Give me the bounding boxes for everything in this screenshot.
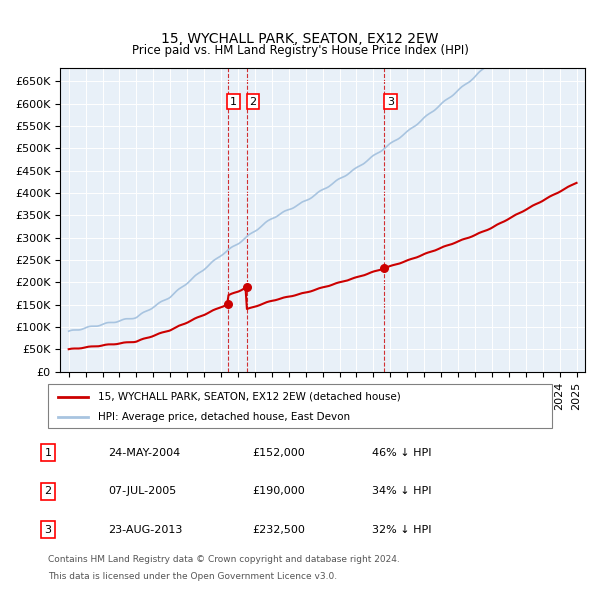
Text: 3: 3 xyxy=(387,97,394,107)
Text: £232,500: £232,500 xyxy=(252,525,305,535)
Text: This data is licensed under the Open Government Licence v3.0.: This data is licensed under the Open Gov… xyxy=(48,572,337,581)
Text: 32% ↓ HPI: 32% ↓ HPI xyxy=(372,525,431,535)
Text: 1: 1 xyxy=(230,97,237,107)
Text: 2: 2 xyxy=(250,97,256,107)
Text: 15, WYCHALL PARK, SEATON, EX12 2EW (detached house): 15, WYCHALL PARK, SEATON, EX12 2EW (deta… xyxy=(98,392,401,402)
Text: 23-AUG-2013: 23-AUG-2013 xyxy=(108,525,182,535)
Point xyxy=(379,263,389,273)
Point xyxy=(223,299,232,309)
Text: HPI: Average price, detached house, East Devon: HPI: Average price, detached house, East… xyxy=(98,412,350,422)
FancyBboxPatch shape xyxy=(48,384,552,428)
Text: Price paid vs. HM Land Registry's House Price Index (HPI): Price paid vs. HM Land Registry's House … xyxy=(131,44,469,57)
Text: 3: 3 xyxy=(44,525,52,535)
Text: 15, WYCHALL PARK, SEATON, EX12 2EW: 15, WYCHALL PARK, SEATON, EX12 2EW xyxy=(161,32,439,47)
Text: 24-MAY-2004: 24-MAY-2004 xyxy=(108,448,180,458)
Text: £190,000: £190,000 xyxy=(252,486,305,496)
Text: 34% ↓ HPI: 34% ↓ HPI xyxy=(372,486,431,496)
Text: 2: 2 xyxy=(44,486,52,496)
Text: 07-JUL-2005: 07-JUL-2005 xyxy=(108,486,176,496)
Text: 1: 1 xyxy=(44,448,52,458)
Text: Contains HM Land Registry data © Crown copyright and database right 2024.: Contains HM Land Registry data © Crown c… xyxy=(48,555,400,563)
Text: 46% ↓ HPI: 46% ↓ HPI xyxy=(372,448,431,458)
Text: £152,000: £152,000 xyxy=(252,448,305,458)
Point xyxy=(242,282,251,291)
